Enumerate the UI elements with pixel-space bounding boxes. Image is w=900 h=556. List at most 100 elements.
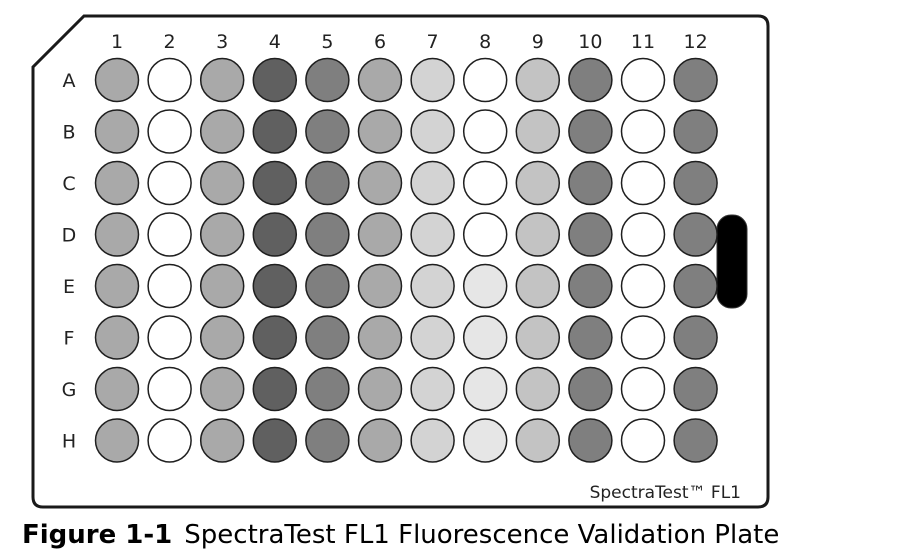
column-label-6: 6: [374, 31, 386, 53]
well-C3: [199, 160, 245, 206]
well-D8: [462, 212, 508, 257]
well-B2: [147, 109, 192, 154]
well-G5: [305, 366, 350, 412]
well-E3: [199, 263, 245, 309]
well-A12: [673, 57, 718, 103]
figure-title: SpectraTest FL1 Fluorescence Validation …: [184, 520, 780, 550]
well-H5: [305, 418, 350, 463]
column-label-10: 10: [578, 31, 602, 53]
row-label-H: H: [62, 431, 76, 453]
row-label-F: F: [64, 328, 75, 350]
well-D9: [515, 212, 561, 257]
well-A11: [620, 57, 666, 103]
well-C4: [252, 160, 298, 206]
well-H10: [568, 418, 613, 463]
well-E8: [462, 263, 508, 309]
row-label-D: D: [62, 225, 77, 247]
figure-caption: Figure 1-1 SpectraTest FL1 Fluorescence V…: [22, 517, 779, 553]
well-C1: [94, 160, 140, 206]
well-C5: [305, 160, 350, 206]
well-H6: [357, 418, 403, 463]
column-label-11: 11: [631, 31, 655, 53]
well-E7: [410, 263, 455, 309]
well-E4: [252, 263, 298, 309]
well-A8: [462, 57, 508, 103]
well-G12: [673, 366, 718, 412]
well-D11: [620, 212, 666, 257]
well-E2: [147, 263, 192, 309]
well-F11: [620, 315, 666, 360]
well-G2: [147, 366, 192, 412]
well-C8: [462, 160, 508, 206]
well-A9: [515, 57, 561, 103]
well-E10: [568, 263, 613, 309]
well-E5: [305, 263, 350, 309]
well-F5: [305, 315, 350, 360]
row-labels: A B C D E F G H: [62, 70, 77, 453]
row-label-B: B: [62, 122, 75, 144]
well-F6: [357, 315, 403, 360]
well-D7: [410, 212, 455, 257]
well-H1: [94, 418, 140, 463]
well-F8: [462, 315, 508, 360]
column-label-12: 12: [684, 31, 708, 53]
well-G9: [515, 366, 561, 412]
well-H8: [462, 418, 508, 463]
well-H4: [252, 418, 298, 463]
well-C11: [620, 160, 666, 206]
well-F1: [94, 315, 140, 360]
column-label-5: 5: [321, 31, 333, 53]
well-C9: [515, 160, 561, 206]
well-E12: [673, 263, 718, 309]
column-label-8: 8: [479, 31, 491, 53]
well-D1: [94, 212, 140, 257]
well-A5: [305, 57, 350, 103]
well-C7: [410, 160, 455, 206]
well-A4: [252, 57, 298, 103]
well-C6: [357, 160, 403, 206]
well-E6: [357, 263, 403, 309]
column-label-1: 1: [111, 31, 123, 53]
well-grid: [94, 57, 718, 463]
well-B6: [357, 109, 403, 154]
well-G3: [199, 366, 245, 412]
well-B5: [305, 109, 350, 154]
well-D2: [147, 212, 192, 257]
well-H9: [515, 418, 561, 463]
well-C2: [147, 160, 192, 206]
column-label-4: 4: [269, 31, 281, 53]
well-F2: [147, 315, 192, 360]
plate-name-label: SpectraTest™ FL1: [590, 483, 741, 503]
well-H3: [199, 418, 245, 463]
well-G10: [568, 366, 613, 412]
well-B3: [199, 109, 245, 154]
well-H11: [620, 418, 666, 463]
well-B1: [94, 109, 140, 154]
well-H7: [410, 418, 455, 463]
well-C12: [673, 160, 718, 206]
well-G6: [357, 366, 403, 412]
well-G8: [462, 366, 508, 412]
well-H2: [147, 418, 192, 463]
row-label-C: C: [62, 173, 75, 195]
well-G7: [410, 366, 455, 412]
well-G11: [620, 366, 666, 412]
row-label-E: E: [63, 276, 75, 298]
well-D3: [199, 212, 245, 257]
column-labels: 1 2 3 4 5 6 7 8 9 10 11 12: [111, 31, 708, 53]
figure-number: Figure 1-1: [22, 520, 173, 550]
well-B10: [568, 109, 613, 154]
well-B4: [252, 109, 298, 154]
well-A3: [199, 57, 245, 103]
well-F10: [568, 315, 613, 360]
well-A6: [357, 57, 403, 103]
well-D12: [673, 212, 718, 257]
well-F9: [515, 315, 561, 360]
column-label-2: 2: [164, 31, 176, 53]
well-A7: [410, 57, 455, 103]
well-E9: [515, 263, 561, 309]
column-label-9: 9: [532, 31, 544, 53]
well-C10: [568, 160, 613, 206]
well-D5: [305, 212, 350, 257]
